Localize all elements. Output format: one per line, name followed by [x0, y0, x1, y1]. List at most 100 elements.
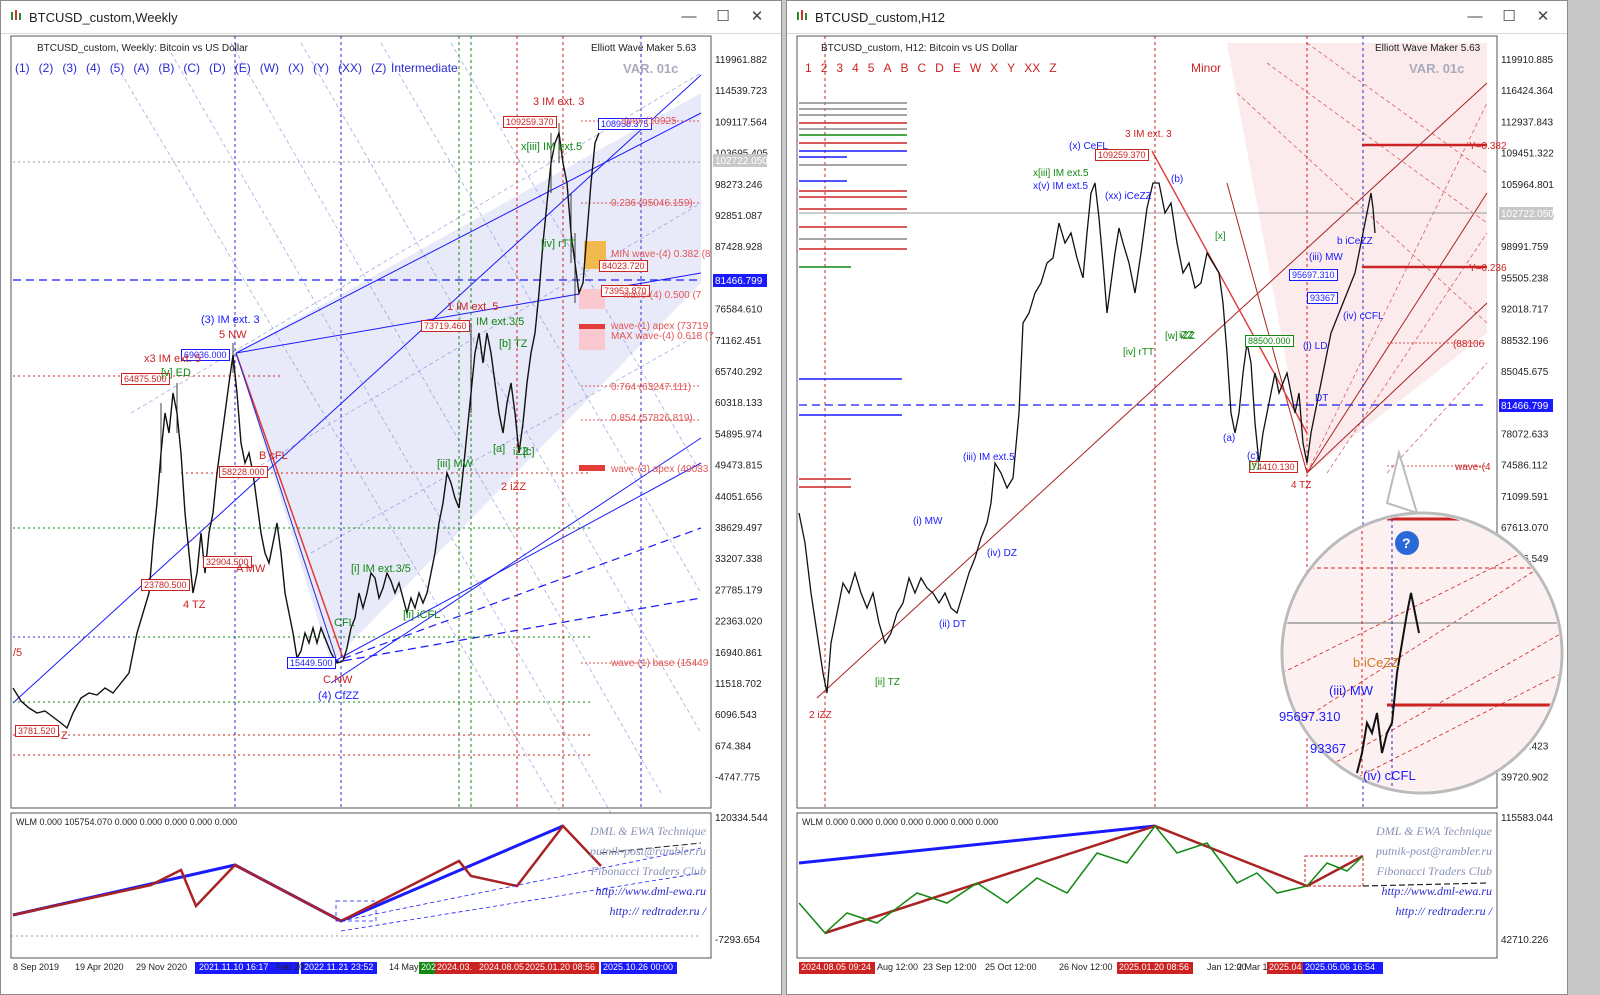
- wave-degree-button[interactable]: Y: [1007, 61, 1016, 75]
- minimize-button[interactable]: —: [1467, 8, 1483, 25]
- fib-level-label: MAX wave-(4) 0.618 (7: [611, 331, 714, 342]
- right-degree-label[interactable]: Minor: [1191, 61, 1222, 75]
- minimize-button[interactable]: —: [681, 8, 697, 25]
- wave-degree-button[interactable]: 4: [852, 61, 859, 75]
- left-chart-window: BTCUSD_custom,Weekly — ☐ ✕: [0, 0, 782, 995]
- wave-label: (i) MW: [913, 516, 943, 527]
- left-time-axis: 8 Sep 2019 19 Apr 2020 29 Nov 2020 2021.11.…: [1, 962, 781, 976]
- price-tick: 119961.882: [715, 55, 768, 66]
- wave-degree-button[interactable]: E: [952, 61, 961, 75]
- right-time-axis: 2024.08.05 09:24 Aug 12:00 23 Sep 12:00 25 …: [787, 962, 1567, 976]
- wave-degree-button[interactable]: (5): [109, 61, 125, 75]
- wave-label: 4 TZ: [183, 599, 206, 611]
- wave-degree-button[interactable]: (2): [38, 61, 54, 75]
- wave-degree-button[interactable]: (B): [158, 61, 175, 75]
- wave-label: [v] ED: [161, 367, 191, 379]
- maximize-button[interactable]: ☐: [716, 8, 730, 25]
- wave-degree-button[interactable]: 2: [820, 61, 828, 75]
- wave-degree-button[interactable]: XX: [1024, 61, 1041, 75]
- left-chart-area[interactable]: 119961.882114539.723109117.564103695.405…: [1, 33, 781, 994]
- help-icon[interactable]: [1395, 531, 1419, 555]
- price-box-label: 93367: [1307, 292, 1339, 304]
- wave-degree-button[interactable]: (A): [133, 61, 150, 75]
- wave-degree-button[interactable]: (Y): [313, 61, 330, 75]
- left-degree-label[interactable]: Intermediate: [391, 61, 458, 75]
- left-chart-canvas[interactable]: 119961.882114539.723109117.564103695.405…: [1, 33, 781, 994]
- wave-degree-button[interactable]: W: [969, 61, 982, 75]
- price-tick: 44051.656: [715, 492, 763, 503]
- wave-degree-button[interactable]: (C): [183, 61, 201, 75]
- price-box-label: 69036.000: [181, 349, 230, 361]
- wave-label: (4) CfZZ: [318, 690, 359, 702]
- right-sub-axis-bottom: 42710.226: [1501, 935, 1549, 946]
- price-tick: 6096.543: [715, 710, 757, 721]
- wave-degree-button[interactable]: (Z): [371, 61, 387, 75]
- price-box-label: 3781.520: [15, 725, 59, 737]
- wave-label: [ii] iCFL: [403, 609, 441, 621]
- watermark-line: http:// redtrader.ru /: [609, 904, 706, 918]
- price-box-label: 64875.500: [121, 373, 170, 385]
- right-wave-buttons[interactable]: 1 2 3 4 5 A B C D E W X Y XX Z: [805, 61, 1066, 75]
- wave-label: (b): [1171, 174, 1184, 185]
- wave-degree-button[interactable]: X: [990, 61, 999, 75]
- left-window-title: BTCUSD_custom,Weekly: [29, 10, 178, 25]
- right-window-titlebar[interactable]: BTCUSD_custom,H12 — ☐ ✕: [787, 1, 1567, 34]
- time-tick: 23 Sep 12:00: [923, 962, 977, 972]
- wave-degree-button[interactable]: D: [935, 61, 944, 75]
- price-tick: 65740.292: [715, 367, 763, 378]
- price-tick: 74586.112: [1501, 461, 1548, 472]
- wave-degree-button[interactable]: (1): [15, 61, 30, 75]
- left-wave-buttons[interactable]: (1) (2) (3) (4) (5) (A) (B) (C) (D) (E) (W) (X) (Y) (…: [15, 61, 395, 75]
- fib-level-label: 0.854 (57826.819): [611, 413, 693, 424]
- left-chart-header: BTCUSD_custom, Weekly: Bitcoin vs US Dol…: [37, 43, 248, 54]
- maximize-button[interactable]: ☐: [1502, 8, 1516, 25]
- left-sub-axis-top: 120334.544: [715, 813, 768, 824]
- price-tick: 92018.717: [1501, 305, 1549, 316]
- left-hline-price: 81466.799: [715, 276, 763, 287]
- price-tick: 78072.633: [1501, 429, 1549, 440]
- right-subwindow-header: WLM 0.000 0.000 0.000 0.000 0.000 0.000 …: [802, 817, 999, 827]
- left-sub-axis-bottom: -7293.654: [715, 935, 760, 946]
- wave-degree-button[interactable]: (E): [234, 61, 251, 75]
- wave-label: [ii] TZ: [875, 677, 900, 688]
- left-window-titlebar[interactable]: BTCUSD_custom,Weekly — ☐ ✕: [1, 1, 781, 34]
- time-tick: 2025.05.06 16:54: [1305, 962, 1376, 972]
- wave-degree-button[interactable]: 5: [867, 61, 875, 75]
- wave-degree-button[interactable]: 1: [805, 61, 812, 75]
- wave-degree-button[interactable]: (W): [259, 61, 280, 75]
- right-window-title: BTCUSD_custom,H12: [815, 10, 946, 25]
- price-box-label: 109259.370: [1095, 149, 1149, 161]
- price-box-label: 73719.460: [421, 320, 470, 332]
- price-tick: 49473.815: [715, 461, 763, 472]
- wave-label: [y]: [1249, 460, 1260, 471]
- close-button[interactable]: ✕: [750, 8, 764, 25]
- wave-degree-button[interactable]: (D): [209, 61, 226, 75]
- wave-label: (xx) iCeZZ: [1105, 191, 1152, 202]
- wave-label: [iv] rTT: [1123, 347, 1155, 358]
- fib-level-label: MIN wave-(4) 0.382 (8: [611, 249, 711, 260]
- wave-degree-button[interactable]: 3: [836, 61, 844, 75]
- wave-degree-button[interactable]: (3): [62, 61, 78, 75]
- wave-degree-button[interactable]: Z: [1049, 61, 1057, 75]
- left-indicator-name: Elliott Wave Maker 5.63: [591, 43, 697, 54]
- wave-degree-button[interactable]: (X): [288, 61, 305, 75]
- wave-degree-button[interactable]: A: [883, 61, 892, 75]
- right-chart-canvas[interactable]: 119910.885 116424.364 112937.843 109451.322…: [787, 33, 1567, 994]
- price-box-label: 109259.370: [503, 116, 557, 128]
- wave-degree-button[interactable]: C: [917, 61, 927, 75]
- wave-label: x[iii] IM ext.5: [521, 141, 583, 153]
- watermark-line: putnik-post@rambler.ru: [589, 844, 706, 858]
- watermark-line: Fibonacci Traders Club: [1376, 864, 1492, 878]
- right-chart-area[interactable]: 119910.885 116424.364 112937.843 109451.322…: [787, 33, 1567, 994]
- wave-degree-button[interactable]: (XX): [338, 61, 363, 75]
- price-tick: 85045.675: [1501, 367, 1549, 378]
- magnifier-label: 95697.310: [1279, 709, 1341, 724]
- price-tick: 16940.861: [715, 648, 763, 659]
- chart-window-icon: [797, 10, 807, 20]
- wave-label: iZZ: [513, 446, 529, 458]
- price-box-label: 108958.375: [598, 118, 652, 130]
- wave-degree-button[interactable]: B: [900, 61, 909, 75]
- chart-window-icon: [11, 10, 21, 20]
- close-button[interactable]: ✕: [1536, 8, 1550, 25]
- wave-degree-button[interactable]: (4): [86, 61, 101, 75]
